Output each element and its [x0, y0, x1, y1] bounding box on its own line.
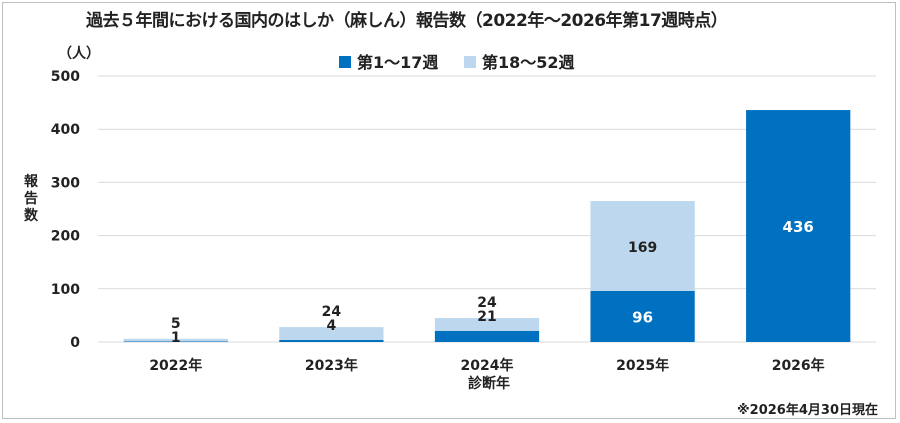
y-tick-label: 300: [51, 175, 80, 191]
data-label-series-2: 169: [628, 240, 657, 256]
bars: [123, 110, 851, 342]
legend-swatch-series-1: [339, 56, 351, 68]
legend: 第1〜17週 第18〜52週: [339, 53, 575, 72]
bar-series-2: [123, 338, 228, 342]
x-tick-label: 2022年: [149, 357, 202, 374]
data-label-series-2: 5: [171, 316, 181, 332]
y-tick-label: 500: [51, 69, 80, 85]
legend-label-series-2: 第18〜52週: [482, 53, 575, 72]
data-label-series-1: 436: [783, 218, 814, 236]
bar-series-1: [123, 341, 228, 342]
data-label-series-1: 21: [477, 309, 496, 325]
bar-series-2: [590, 201, 695, 291]
y-tick-label: 100: [51, 282, 80, 298]
bar-series-1: [590, 290, 695, 342]
bar-series-1: [279, 339, 384, 342]
x-tick-label: 2026年: [772, 357, 825, 374]
y-axis-title: 報告数: [24, 173, 39, 224]
x-axis-title: 診断年: [468, 375, 510, 392]
chart-title: 過去５年間における国内のはしか（麻しん）報告数（2022年〜2026年第17週時…: [86, 11, 728, 31]
y-axis-unit: （人）: [58, 45, 100, 62]
date-note: ※2026年4月30日現在: [737, 403, 878, 418]
bar-series-1: [434, 330, 540, 342]
y-tick-label: 400: [51, 122, 80, 138]
data-label-series-2: 24: [322, 304, 342, 320]
x-tick-label: 2024年: [461, 357, 514, 374]
legend-swatch-series-2: [464, 56, 476, 68]
data-label-series-2: 24: [477, 295, 497, 311]
x-axis-ticks: 2022年 2023年 2024年 2025年 2026年: [149, 357, 824, 374]
bar-series-1: [746, 110, 851, 342]
data-label-series-1: 96: [632, 308, 653, 326]
bar-series-2: [434, 318, 540, 331]
data-label-series-1: 4: [327, 318, 337, 334]
y-axis-ticks: 0 100 200 300 400 500: [51, 69, 80, 351]
x-tick-label: 2023年: [305, 357, 358, 374]
data-label-series-1: 1: [171, 330, 181, 346]
bar-series-2: [279, 327, 384, 340]
legend-label-series-1: 第1〜17週: [357, 53, 438, 72]
y-tick-label: 0: [70, 335, 80, 351]
y-tick-label: 200: [51, 229, 80, 245]
chart-frame: [2, 2, 896, 419]
x-tick-label: 2025年: [616, 357, 669, 374]
